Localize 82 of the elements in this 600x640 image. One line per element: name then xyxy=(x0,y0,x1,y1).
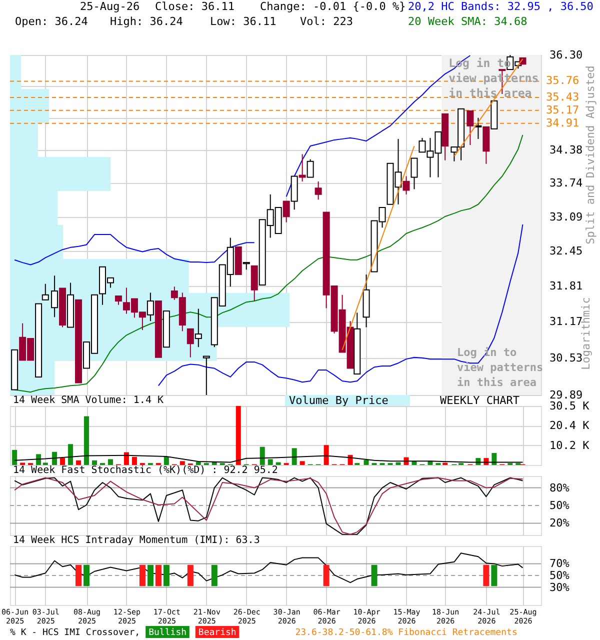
text: Vol: 223 xyxy=(300,15,353,28)
y-tick-label: 80% xyxy=(550,481,570,494)
y-tick-label: 29.89 xyxy=(550,388,583,402)
y-tick-label: 34.38 xyxy=(550,144,583,157)
candlestick xyxy=(466,110,474,146)
candlestick xyxy=(186,328,194,358)
bar xyxy=(36,454,42,465)
ref-line-label: 35.17 xyxy=(546,103,580,116)
candlestick xyxy=(282,200,290,223)
text: Split and Dividend Adjusted xyxy=(584,66,597,244)
bar xyxy=(12,450,18,465)
candlestick xyxy=(298,154,306,182)
bar xyxy=(84,416,90,465)
bar xyxy=(124,452,129,465)
text: 23.6-38.2-50-61.8% Fibonacci Retracements xyxy=(295,628,518,638)
candlestick xyxy=(51,275,58,318)
text: Bullish xyxy=(148,628,187,638)
candlestick xyxy=(474,117,482,140)
candlestick xyxy=(202,356,210,396)
y-tick-label: 70% xyxy=(550,557,570,570)
bar xyxy=(108,459,113,465)
chart-title: 14 Week Fast Stochastic (%K)(%D) : 92.2 95.2 xyxy=(13,465,278,476)
text: Volume By Price xyxy=(289,394,388,407)
bar xyxy=(52,452,58,465)
line-series xyxy=(14,477,524,535)
bar xyxy=(164,456,169,465)
bar xyxy=(300,461,305,465)
bar xyxy=(180,461,185,465)
bar xyxy=(132,456,137,465)
ref-line-label: 34.91 xyxy=(546,116,580,130)
bar xyxy=(348,454,353,465)
y-tick-label: 50% xyxy=(550,499,570,512)
bar xyxy=(76,460,82,465)
y-tick-label: 31.81 xyxy=(550,280,583,293)
bar xyxy=(196,462,201,465)
bar xyxy=(492,453,497,465)
bar xyxy=(412,462,417,465)
y-tick-label: 33.09 xyxy=(550,210,583,224)
bar xyxy=(276,462,281,465)
candlestick xyxy=(314,180,322,200)
bar xyxy=(324,445,329,465)
candlestick xyxy=(410,158,418,190)
text: Close: 36.11 xyxy=(155,0,234,13)
y-tick-label: 30% xyxy=(550,580,570,594)
chart-title: 14 Week HCS Intraday Momentum (IMI): 63.3 xyxy=(13,535,260,546)
y-tick-label: 20% xyxy=(550,516,570,530)
candlestick xyxy=(194,308,202,348)
bar xyxy=(68,444,74,465)
candlestick xyxy=(306,158,314,178)
chart-title: 14 Week SMA Volume: 1.4 K xyxy=(13,395,164,406)
legend-title: % K - HCS IMI Crossover, xyxy=(10,628,140,638)
text: Bearish xyxy=(198,628,236,638)
ref-line-label: 35.43 xyxy=(546,90,580,104)
line-series xyxy=(14,454,524,463)
bar xyxy=(260,446,265,465)
y-tick-label: 10.2 K xyxy=(550,438,590,452)
candlestick xyxy=(42,283,49,300)
annotation: WEEKLY CHART xyxy=(440,394,520,407)
bar xyxy=(292,448,297,465)
y-tick-label: 33.74 xyxy=(550,176,583,190)
bar xyxy=(92,460,98,465)
y-tick-label: 32.45 xyxy=(550,244,583,258)
text: High: 36.24 xyxy=(110,15,184,28)
bar xyxy=(268,459,273,465)
text: Low: 36.11 xyxy=(210,15,276,28)
y-tick-label: 20.4 K xyxy=(550,419,590,432)
text: Open: 36.24 xyxy=(15,15,88,28)
text: 20,2 HC Bands: 32.95 , 36.50 xyxy=(408,0,594,13)
line-series xyxy=(14,552,524,584)
text: Change: -0.01 {-0.0 %} xyxy=(260,0,406,13)
ref-line-label: 35.76 xyxy=(546,74,580,88)
text: 25-Aug-26 xyxy=(80,0,140,13)
candlestick xyxy=(146,292,154,322)
bar xyxy=(396,462,401,465)
bar xyxy=(60,458,66,465)
y-tick-label: 30.5 K xyxy=(550,400,590,412)
y-tick-label: 36.30 xyxy=(550,48,583,62)
bar xyxy=(236,406,241,465)
bar xyxy=(364,460,369,465)
candlestick xyxy=(402,176,410,195)
y-tick-label: 50% xyxy=(550,569,570,582)
text: 20 Week SMA: 34.68 xyxy=(408,15,528,28)
